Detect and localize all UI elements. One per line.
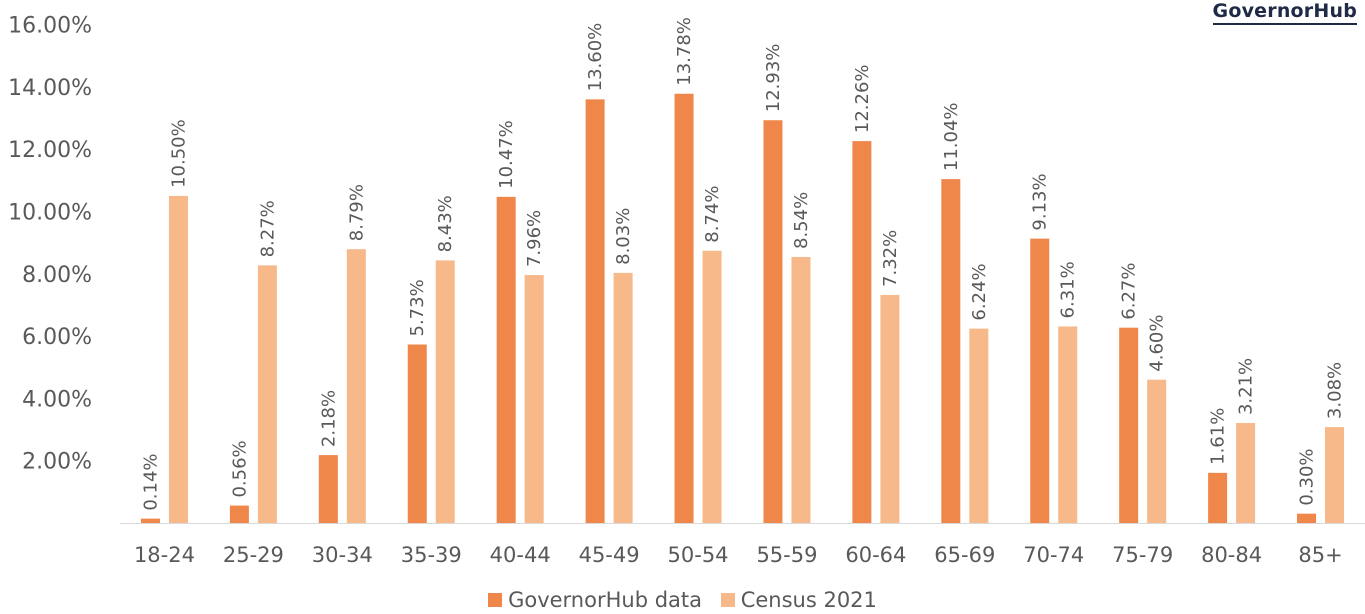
bar-census (257, 265, 277, 523)
bar-governorhub (1297, 513, 1317, 523)
bar-governorhub (1030, 238, 1050, 523)
bar-governorhub (763, 120, 783, 523)
legend-swatch-governorhub (488, 593, 503, 607)
data-label: 10.50% (168, 119, 189, 188)
x-tick-label: 35-39 (401, 543, 462, 567)
bar-governorhub (407, 344, 427, 523)
x-tick-label: 60-64 (845, 543, 906, 567)
bar-census (435, 260, 455, 523)
y-tick-label: 14.00% (8, 76, 92, 101)
bar-governorhub (140, 518, 160, 523)
data-label: 6.27% (1119, 263, 1140, 320)
x-tick-label: 70-74 (1023, 543, 1084, 567)
data-label: 5.73% (407, 279, 428, 336)
data-label: 8.03% (613, 208, 634, 265)
bar-census (880, 294, 900, 523)
y-tick-label: 8.00% (22, 263, 92, 288)
bar-governorhub (1208, 472, 1228, 523)
data-label: 8.74% (702, 186, 723, 243)
legend-label-governorhub: GovernorHub data (508, 588, 703, 612)
x-tick-label: 40-44 (490, 543, 551, 567)
bar-census (1236, 423, 1256, 523)
x-tick-label: 75-79 (1112, 543, 1173, 567)
data-label: 13.78% (674, 17, 695, 86)
y-tick-label: 6.00% (22, 325, 92, 350)
data-label: 0.14% (140, 453, 161, 510)
data-label: 8.27% (257, 200, 278, 257)
x-tick-label: 80-84 (1201, 543, 1262, 567)
bar-census (1325, 427, 1345, 523)
bar-census (613, 272, 633, 523)
bar-census (346, 249, 366, 523)
data-label: 3.21% (1236, 358, 1257, 415)
bar-census (791, 256, 811, 523)
data-label: 1.61% (1208, 408, 1229, 465)
y-tick-label: 12.00% (8, 138, 92, 163)
data-label: 7.32% (880, 230, 901, 287)
x-tick-label: 25-29 (223, 543, 284, 567)
data-label: 9.13% (1030, 173, 1051, 230)
data-label: 4.60% (1147, 315, 1168, 372)
bar-census (1147, 379, 1167, 523)
bar-census (1058, 326, 1078, 523)
data-label: 12.26% (852, 64, 873, 133)
data-label: 13.60% (585, 23, 606, 92)
data-label: 8.79% (346, 184, 367, 241)
legend-swatch-census (720, 593, 735, 607)
bar-governorhub (1119, 327, 1139, 523)
bar-governorhub (496, 196, 516, 523)
data-label: 0.56% (229, 440, 250, 497)
y-tick-label: 4.00% (22, 387, 92, 412)
x-tick-label: 65-69 (934, 543, 995, 567)
bar-census (969, 328, 989, 523)
data-label: 7.96% (524, 210, 545, 267)
x-tick-label: 18-24 (134, 543, 195, 567)
data-label: 12.93% (763, 44, 784, 113)
data-label: 0.30% (1297, 448, 1318, 505)
legend-item-census: Census 2021 (720, 588, 877, 612)
governorhub-logo: GovernorHub (1212, 0, 1357, 25)
bar-governorhub (318, 455, 338, 523)
data-label: 6.24% (969, 263, 990, 320)
x-tick-label: 85+ (1298, 543, 1342, 567)
bar-census (524, 275, 544, 523)
bar-census (168, 195, 188, 524)
x-tick-label: 55-59 (756, 543, 817, 567)
data-label: 2.18% (318, 390, 339, 447)
x-tick-label: 30-34 (312, 543, 373, 567)
data-label: 10.47% (496, 120, 517, 189)
bar-governorhub (941, 179, 961, 523)
bar-governorhub (229, 505, 249, 523)
bar-census (702, 250, 722, 523)
data-label: 11.04% (941, 102, 962, 171)
x-tick-label: 45-49 (579, 543, 640, 567)
y-tick-label: 2.00% (22, 450, 92, 475)
bar-governorhub (674, 93, 694, 524)
bar-governorhub (852, 141, 872, 523)
y-tick-label: 10.00% (8, 201, 92, 226)
bar-governorhub (585, 99, 605, 524)
data-label: 8.54% (791, 192, 812, 249)
chart-legend: GovernorHub data Census 2021 (0, 588, 1365, 612)
data-label: 3.08% (1325, 362, 1346, 419)
y-tick-label: 16.00% (8, 14, 92, 39)
legend-item-governorhub: GovernorHub data (488, 588, 702, 612)
data-label: 6.31% (1058, 261, 1079, 318)
x-tick-label: 50-54 (668, 543, 729, 567)
legend-label-census: Census 2021 (740, 588, 877, 612)
data-label: 8.43% (435, 195, 456, 252)
